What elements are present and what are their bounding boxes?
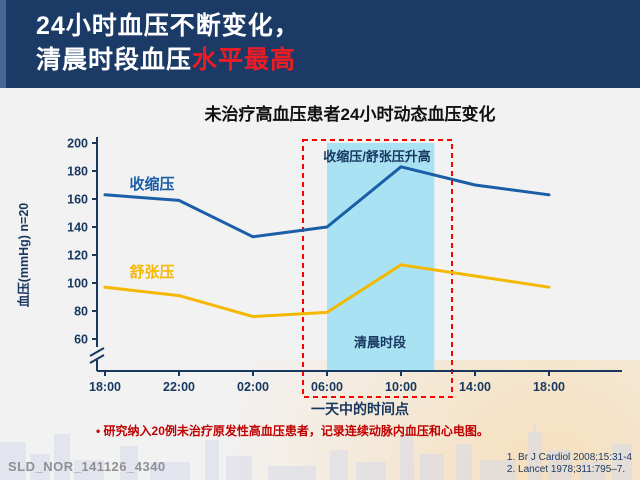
morning-highlight-region bbox=[327, 143, 435, 371]
city-skyline-decoration bbox=[0, 418, 632, 480]
axis-break-gap bbox=[93, 347, 101, 360]
y-tick-label: 80 bbox=[74, 305, 88, 319]
slide-title-line2-white: 清晨时段血压 bbox=[36, 46, 193, 74]
reference-1: 1. Br J Cardiol 2008;15:31-4 bbox=[506, 452, 632, 463]
references: 1. Br J Cardiol 2008;15:31-4 2. Lancet 1… bbox=[507, 452, 632, 476]
x-tick-label: 22:00 bbox=[163, 380, 195, 394]
slide-id: SLD_NOR_141126_4340 bbox=[8, 459, 166, 474]
title-banner: 24小时血压不断变化， 清晨时段血压水平最高 bbox=[0, 0, 640, 88]
y-tick-label: 140 bbox=[67, 221, 88, 235]
annotation-morning-period: 清晨时段 bbox=[354, 335, 406, 350]
axis-break-mark bbox=[89, 347, 105, 357]
footer: SLD_NOR_141126_4340 1. Br J Cardiol 2008… bbox=[0, 446, 640, 480]
reference-2: 2. Lancet 1978;311:795–7. bbox=[506, 464, 626, 475]
slide-title-line2-red: 水平最高 bbox=[192, 46, 297, 74]
x-axis-title: 一天中的时间点 bbox=[311, 401, 409, 417]
x-tick-label: 18:00 bbox=[89, 380, 121, 394]
series-label-systolic: 收缩压 bbox=[129, 175, 174, 193]
x-tick-label: 10:00 bbox=[385, 380, 417, 394]
note-text: 研究纳入20例未治疗原发性高血压患者，记录连续动脉内血压和心电图。 bbox=[103, 424, 489, 438]
y-tick-label: 60 bbox=[74, 333, 88, 347]
series-label-diastolic: 舒张压 bbox=[129, 263, 174, 281]
y-tick-label: 180 bbox=[67, 165, 88, 179]
chart-title: 未治疗高血压患者24小时动态血压变化 bbox=[204, 105, 496, 124]
x-tick-label: 02:00 bbox=[237, 380, 269, 394]
axis-break-mark bbox=[89, 354, 105, 364]
series-line-收缩压 bbox=[103, 165, 551, 239]
annotation-bp-rise: 收缩压/舒张压升高 bbox=[323, 149, 431, 164]
blood-pressure-line-chart: 200 180 160 140 120 100 80 60 18:00 22:00 02:00 06:… bbox=[16, 137, 622, 417]
y-tick-label: 100 bbox=[67, 277, 88, 291]
x-tick-label: 14:00 bbox=[459, 380, 491, 394]
y-tick-label: 120 bbox=[67, 249, 88, 263]
note-bullet: • bbox=[96, 424, 101, 438]
x-tick-label: 06:00 bbox=[311, 380, 343, 394]
study-note: • 研究纳入20例未治疗原发性高血压患者，记录连续动脉内血压和心电图。 bbox=[0, 422, 640, 439]
series-line-舒张压 bbox=[103, 263, 551, 319]
y-tick-label: 200 bbox=[67, 137, 88, 151]
slide-title-line2: 清晨时段血压水平最高 bbox=[36, 43, 640, 77]
x-tick-label: 18:00 bbox=[533, 380, 565, 394]
y-tick-label: 160 bbox=[67, 193, 88, 207]
y-axis-title: 血压(mmHg) n=20 bbox=[16, 203, 31, 308]
slide-title-line1: 24小时血压不断变化， bbox=[36, 12, 300, 40]
chart-area: 200 180 160 140 120 100 80 60 18:00 22:00 02:00 06:… bbox=[0, 127, 640, 419]
highlight-dashed-box bbox=[302, 139, 453, 398]
